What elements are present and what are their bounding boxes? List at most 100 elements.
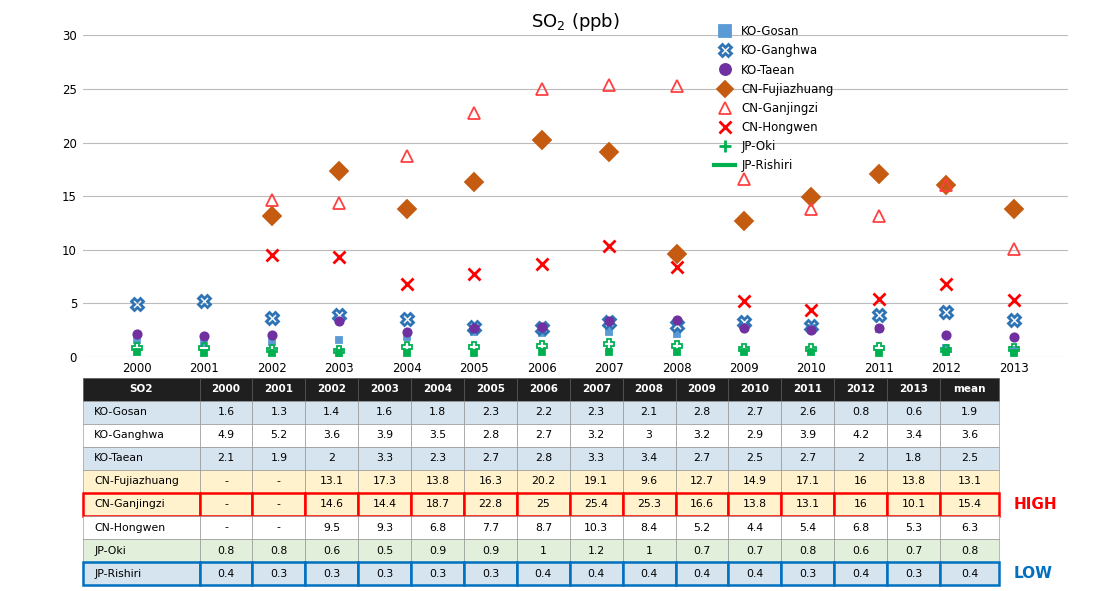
JP-Rishiri bbox=[333, 350, 346, 357]
KO-Taean bbox=[130, 331, 143, 338]
KO-Taean bbox=[669, 317, 683, 324]
JP-Rishiri bbox=[805, 349, 818, 356]
JP-Oki bbox=[468, 343, 481, 350]
CN-Fujiazhuang bbox=[738, 217, 751, 224]
CN-Ganjingzi bbox=[805, 206, 818, 213]
CN-Hongwen bbox=[1007, 297, 1021, 304]
CN-Fujiazhuang bbox=[872, 170, 885, 177]
Line: CN-Fujiazhuang: CN-Fujiazhuang bbox=[265, 134, 1021, 260]
CN-Hongwen bbox=[669, 263, 683, 270]
Line: KO-Gosan: KO-Gosan bbox=[133, 323, 1017, 354]
JP-Oki bbox=[1007, 346, 1021, 353]
KO-Taean bbox=[1007, 334, 1021, 341]
JP-Oki bbox=[805, 346, 818, 353]
CN-Fujiazhuang bbox=[468, 178, 481, 186]
CN-Hongwen bbox=[940, 280, 953, 287]
KO-Ganghwa bbox=[872, 311, 885, 319]
CN-Ganjingzi bbox=[400, 153, 413, 160]
CN-Hongwen bbox=[738, 297, 751, 304]
KO-Taean bbox=[602, 318, 615, 325]
KO-Ganghwa bbox=[265, 314, 279, 322]
KO-Ganghwa bbox=[130, 301, 143, 308]
KO-Ganghwa bbox=[400, 316, 413, 323]
KO-Gosan bbox=[130, 336, 143, 343]
CN-Hongwen bbox=[602, 243, 615, 250]
KO-Taean bbox=[738, 324, 751, 332]
KO-Taean bbox=[940, 332, 953, 339]
CN-Ganjingzi bbox=[468, 109, 481, 116]
JP-Oki bbox=[940, 347, 953, 354]
KO-Gosan bbox=[940, 345, 953, 352]
JP-Rishiri bbox=[1007, 350, 1021, 357]
CN-Hongwen bbox=[872, 296, 885, 303]
CN-Hongwen bbox=[333, 254, 346, 261]
JP-Rishiri bbox=[669, 349, 683, 356]
JP-Oki bbox=[738, 346, 751, 353]
CN-Fujiazhuang bbox=[805, 194, 818, 201]
JP-Rishiri bbox=[130, 349, 143, 356]
CN-Ganjingzi bbox=[265, 197, 279, 204]
CN-Fujiazhuang bbox=[400, 206, 413, 213]
CN-Hongwen bbox=[265, 251, 279, 258]
KO-Ganghwa bbox=[940, 308, 953, 315]
CN-Ganjingzi bbox=[535, 86, 548, 93]
JP-Oki bbox=[400, 343, 413, 350]
CN-Fujiazhuang bbox=[535, 137, 548, 144]
KO-Taean bbox=[872, 324, 885, 332]
JP-Rishiri bbox=[940, 349, 953, 356]
Line: CN-Ganjingzi: CN-Ganjingzi bbox=[265, 79, 1021, 255]
Title: SO$_2$ (ppb): SO$_2$ (ppb) bbox=[531, 11, 620, 33]
Line: CN-Hongwen: CN-Hongwen bbox=[265, 240, 1021, 316]
JP-Rishiri bbox=[738, 349, 751, 356]
CN-Ganjingzi bbox=[333, 199, 346, 206]
CN-Hongwen bbox=[535, 260, 548, 267]
KO-Ganghwa bbox=[333, 311, 346, 319]
KO-Ganghwa bbox=[738, 319, 751, 326]
CN-Fujiazhuang bbox=[333, 168, 346, 175]
JP-Rishiri bbox=[197, 350, 210, 357]
KO-Taean bbox=[400, 329, 413, 336]
KO-Taean bbox=[468, 324, 481, 332]
KO-Ganghwa bbox=[535, 324, 548, 332]
CN-Ganjingzi bbox=[1007, 245, 1021, 252]
CN-Ganjingzi bbox=[872, 213, 885, 220]
KO-Gosan bbox=[197, 339, 210, 346]
JP-Rishiri bbox=[400, 350, 413, 357]
CN-Hongwen bbox=[400, 280, 413, 287]
KO-Taean bbox=[197, 333, 210, 340]
CN-Fujiazhuang bbox=[602, 148, 615, 155]
KO-Gosan bbox=[333, 336, 346, 343]
KO-Gosan bbox=[400, 334, 413, 341]
CN-Fujiazhuang bbox=[265, 213, 279, 220]
JP-Oki bbox=[602, 340, 615, 348]
Line: KO-Ganghwa: KO-Ganghwa bbox=[131, 296, 1020, 333]
KO-Gosan bbox=[669, 331, 683, 338]
KO-Gosan bbox=[1007, 347, 1021, 354]
Line: JP-Oki: JP-Oki bbox=[132, 339, 1018, 356]
KO-Taean bbox=[333, 318, 346, 325]
CN-Ganjingzi bbox=[940, 182, 953, 189]
KO-Gosan bbox=[535, 330, 548, 337]
KO-Ganghwa bbox=[602, 319, 615, 326]
JP-Rishiri bbox=[265, 350, 279, 357]
Text: HIGH: HIGH bbox=[1014, 497, 1057, 512]
KO-Gosan bbox=[738, 323, 751, 330]
KO-Gosan bbox=[468, 329, 481, 336]
Line: JP-Rishiri: JP-Rishiri bbox=[133, 349, 1017, 357]
Legend: KO-Gosan, KO-Ganghwa, KO-Taean, CN-Fujiazhuang, CN-Ganjingzi, CN-Hongwen, JP-Oki: KO-Gosan, KO-Ganghwa, KO-Taean, CN-Fujia… bbox=[715, 25, 833, 172]
CN-Ganjingzi bbox=[602, 81, 615, 88]
KO-Ganghwa bbox=[1007, 317, 1021, 324]
KO-Ganghwa bbox=[197, 297, 210, 304]
KO-Gosan bbox=[872, 325, 885, 332]
KO-Gosan bbox=[805, 324, 818, 332]
KO-Ganghwa bbox=[805, 322, 818, 329]
KO-Taean bbox=[265, 332, 279, 339]
KO-Gosan bbox=[265, 338, 279, 345]
CN-Ganjingzi bbox=[738, 176, 751, 183]
JP-Oki bbox=[265, 347, 279, 354]
KO-Ganghwa bbox=[468, 323, 481, 330]
JP-Oki bbox=[535, 342, 548, 349]
JP-Oki bbox=[197, 345, 210, 352]
JP-Rishiri bbox=[468, 350, 481, 357]
JP-Rishiri bbox=[872, 350, 885, 357]
